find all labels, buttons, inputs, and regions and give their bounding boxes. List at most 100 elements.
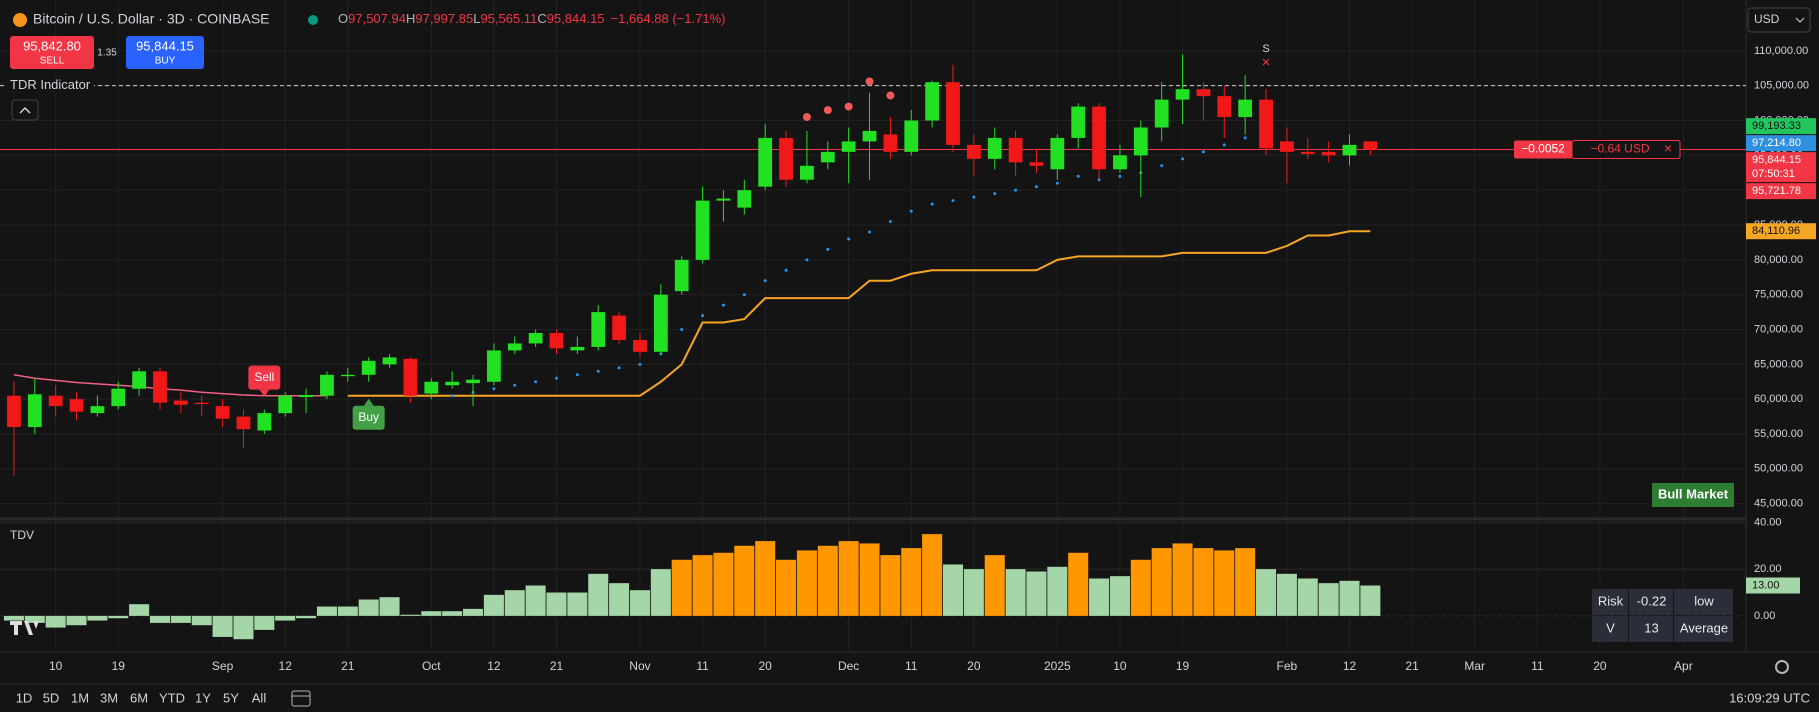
price-tag: [1746, 118, 1816, 135]
volume-bar: [1318, 583, 1339, 616]
candle-body: [1113, 155, 1127, 170]
ohlc-key: O: [338, 11, 348, 26]
buy-button[interactable]: [126, 36, 204, 69]
signal-dot: [886, 91, 895, 100]
volume-bar: [1130, 559, 1151, 616]
x-tick-label: 10: [49, 659, 63, 673]
volume-bar: [463, 608, 484, 616]
market-badge: [1652, 483, 1734, 507]
volume-bar: [1214, 550, 1235, 616]
candle-body: [862, 130, 877, 142]
indicator-label-bg: [6, 77, 94, 94]
x-tick-label: 20: [758, 659, 772, 673]
range-button[interactable]: 6M: [130, 690, 148, 705]
volume-bar: [254, 615, 275, 630]
candle-body: [1071, 106, 1086, 138]
table-cell-text: Risk: [1598, 593, 1624, 608]
spread: 1.35: [97, 48, 117, 59]
volume-bar: [3, 615, 24, 621]
pane-title: TDV: [10, 528, 34, 542]
x-tick-label: Mar: [1464, 659, 1485, 673]
trail-dot: [721, 303, 725, 307]
signal-dot: [802, 113, 811, 122]
candle-body: [48, 395, 63, 407]
volume-bar: [1235, 548, 1256, 616]
candle-body: [1029, 162, 1044, 166]
collapse-icon: [19, 106, 31, 114]
range-button[interactable]: YTD: [159, 690, 185, 705]
sell-label[interactable]: SELL: [40, 56, 65, 67]
buy-price[interactable]: 95,844.15: [136, 38, 194, 53]
x-tick-label: 12: [279, 659, 293, 673]
position-pnl-box[interactable]: [1571, 139, 1681, 159]
trail-dot: [951, 199, 955, 203]
table-cell: [1674, 616, 1733, 642]
volume-bar: [880, 555, 901, 616]
trail-dot: [930, 202, 934, 206]
y-tick-label: 20.00: [1754, 563, 1782, 575]
range-button[interactable]: 5D: [43, 690, 60, 705]
currency-select[interactable]: [1747, 7, 1811, 33]
volume-bar: [713, 552, 734, 616]
stop-line: [347, 230, 1371, 397]
currency[interactable]: USD: [1754, 12, 1780, 26]
candle-body: [487, 350, 501, 382]
volume-bar: [650, 569, 671, 616]
value-tag-label: 13.00: [1752, 579, 1780, 591]
candle-body: [382, 357, 397, 365]
volume-bar: [567, 592, 588, 616]
volume-bar: [1089, 578, 1110, 616]
position-close[interactable]: ×: [1664, 140, 1672, 156]
candle-body: [445, 381, 460, 386]
trail-dot: [826, 247, 830, 251]
candle-body: [987, 137, 1002, 159]
candle-body: [591, 312, 606, 347]
buy-label[interactable]: BUY: [155, 56, 176, 67]
x-tick-label: 21: [550, 659, 564, 673]
trail-dot: [1181, 157, 1185, 161]
range-button[interactable]: 3M: [100, 690, 118, 705]
volume-bar: [337, 606, 358, 616]
trail-dot: [617, 366, 621, 370]
volume-bar: [922, 534, 943, 616]
x-tick-label: Dec: [838, 659, 859, 673]
y-tick-label: 75,000.00: [1754, 289, 1803, 301]
candle-body: [1133, 127, 1148, 156]
signal-box: [352, 405, 385, 430]
x-tick-label: Apr: [1674, 659, 1693, 673]
volume-bar: [296, 615, 317, 619]
sell-button[interactable]: [10, 36, 94, 69]
range-button[interactable]: 1M: [71, 690, 89, 705]
candle-body: [904, 120, 919, 152]
candle-body: [549, 332, 564, 349]
price-tag: [1746, 183, 1816, 200]
candle-body: [633, 339, 647, 352]
range-button[interactable]: 5Y: [223, 690, 239, 705]
volume-bar: [755, 541, 776, 616]
candle-body: [674, 259, 689, 292]
trail-dot: [534, 380, 538, 384]
price-tag-label: 97,214.80: [1752, 137, 1801, 149]
x-tick-label: 10: [1113, 659, 1127, 673]
status-dot: [308, 15, 318, 25]
range-button[interactable]: All: [252, 690, 267, 705]
candle-body: [236, 416, 251, 430]
y-tick-label: 50,000.00: [1754, 463, 1803, 475]
x-tick-label: 12: [487, 659, 501, 673]
position-pnl: −0.64 USD: [1590, 142, 1649, 156]
range-button[interactable]: 1D: [16, 690, 33, 705]
collapse-button[interactable]: [11, 99, 39, 121]
volume-bar: [129, 604, 150, 616]
sell-price[interactable]: 95,842.80: [23, 38, 81, 53]
trail-dot: [1014, 188, 1018, 192]
calendar-icon[interactable]: [291, 690, 311, 707]
x-tick-label: 21: [341, 659, 355, 673]
x-tick-label: Oct: [422, 659, 441, 673]
settings-icon[interactable]: [1775, 660, 1789, 674]
ohlc: O97,507.94H97,997.85L95,565.11C95,844.15…: [338, 11, 725, 26]
volume-bar: [1047, 566, 1068, 616]
x-tick-label: 20: [967, 659, 981, 673]
range-button[interactable]: 1Y: [195, 690, 211, 705]
position-ratio-box[interactable]: [1514, 140, 1572, 159]
